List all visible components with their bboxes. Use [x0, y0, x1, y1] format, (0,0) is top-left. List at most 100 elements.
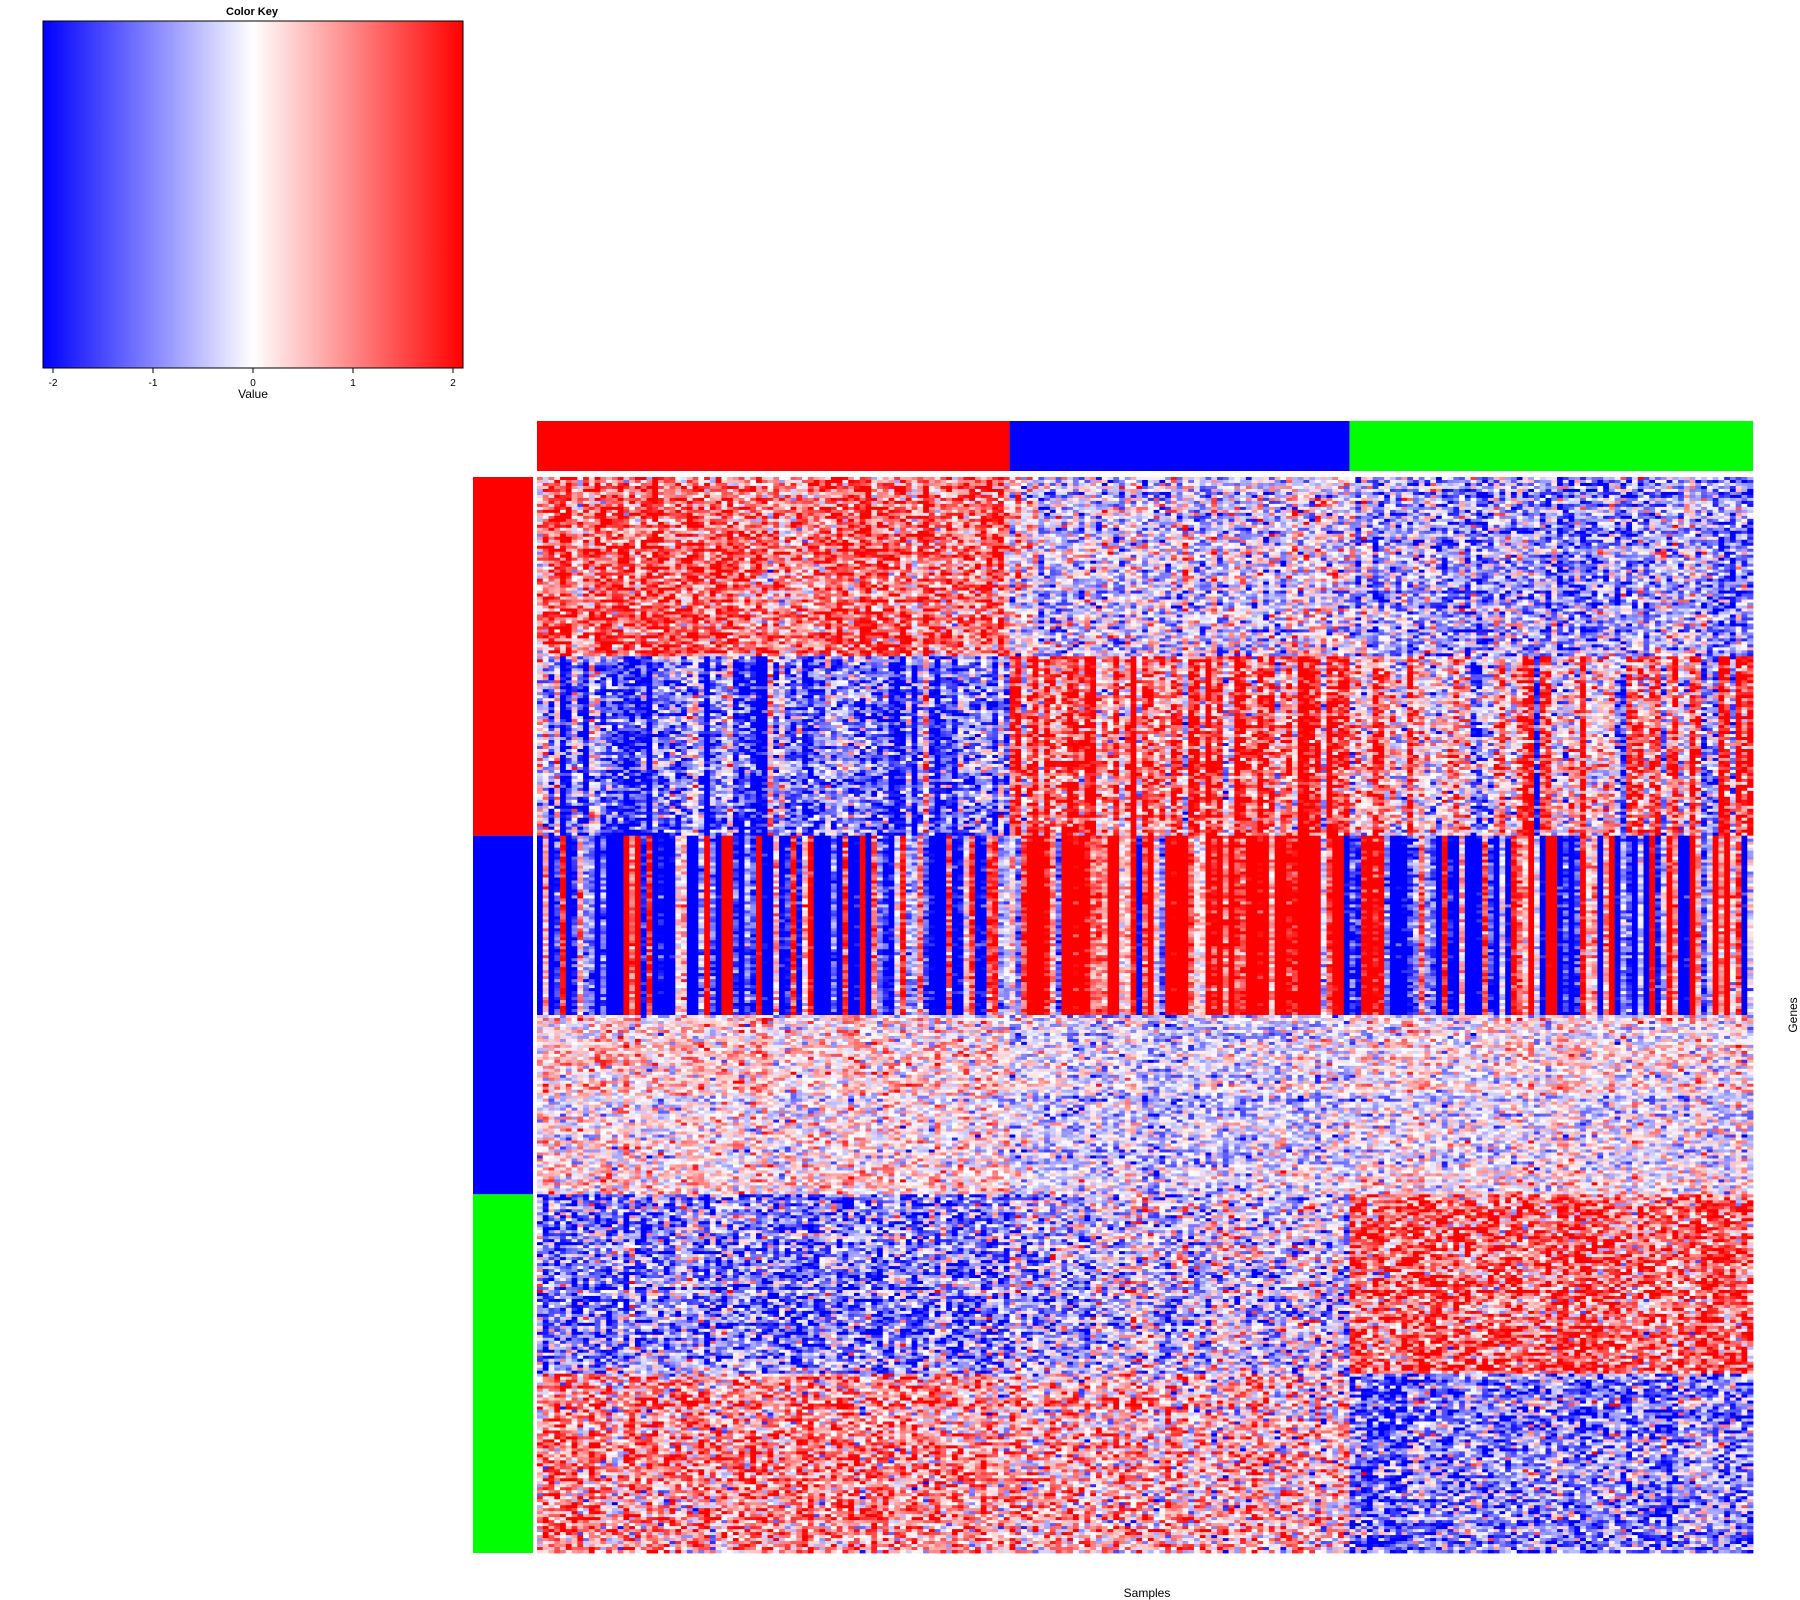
- heatmap-cell: [1407, 480, 1413, 483]
- heatmap-cell: [958, 483, 964, 486]
- heatmap-cell: [1678, 477, 1684, 480]
- heatmap-cell: [848, 480, 854, 483]
- heatmap-cell: [1626, 483, 1632, 486]
- heatmap-cell: [1603, 480, 1609, 483]
- heatmap-cell: [1050, 477, 1056, 480]
- heatmap-cell: [877, 483, 883, 486]
- heatmap-cell: [975, 477, 981, 480]
- heatmap-cell: [623, 486, 629, 489]
- heatmap-cell: [595, 486, 601, 489]
- heatmap-cell: [1430, 483, 1436, 486]
- heatmap-cell: [693, 486, 699, 489]
- column-group-group-3: [1350, 421, 1753, 471]
- heatmap-cell: [744, 480, 750, 483]
- heatmap-cell: [952, 480, 958, 483]
- heatmap-cell: [1569, 480, 1575, 483]
- color-key: Color Key -2 -1 0 1 2 Value: [43, 6, 463, 401]
- heatmap-cell: [716, 483, 722, 486]
- heatmap-cell: [1136, 477, 1142, 480]
- heatmap-cell: [1303, 477, 1309, 480]
- heatmap-cell: [583, 486, 589, 489]
- heatmap-cell: [577, 480, 583, 483]
- heatmap-cell: [1067, 477, 1073, 480]
- heatmap-cell: [750, 483, 756, 486]
- heatmap-cell: [1125, 483, 1131, 486]
- heatmap-cell: [865, 483, 871, 486]
- heatmap-cell: [992, 480, 998, 483]
- heatmap-cell: [946, 483, 952, 486]
- heatmap-cell: [1741, 480, 1747, 483]
- heatmap-cell: [940, 483, 946, 486]
- heatmap-cell: [1672, 480, 1678, 483]
- heatmap-cell: [733, 477, 739, 480]
- heatmap-cell: [1257, 483, 1263, 486]
- heatmap-cell: [1488, 483, 1494, 486]
- heatmap-cell: [698, 477, 704, 480]
- heatmap-cell: [1632, 483, 1638, 486]
- heatmap-cell: [1425, 477, 1431, 480]
- heatmap-cell: [1494, 483, 1500, 486]
- heatmap-cell: [802, 477, 808, 480]
- heatmap-cell: [912, 477, 918, 480]
- heatmap-cell: [1574, 483, 1580, 486]
- heatmap-cell: [1355, 483, 1361, 486]
- heatmap-cell: [877, 477, 883, 480]
- heatmap-cell: [756, 480, 762, 483]
- heatmap-cell: [1482, 483, 1488, 486]
- heatmap-cell: [952, 483, 958, 486]
- heatmap-cell: [1269, 480, 1275, 483]
- heatmap-cell: [1015, 480, 1021, 483]
- heatmap-cell: [554, 477, 560, 480]
- heatmap-cell: [1528, 483, 1534, 486]
- heatmap-cell: [1396, 477, 1402, 480]
- heatmap-cell: [1269, 477, 1275, 480]
- heatmap-cell: [1067, 483, 1073, 486]
- heatmap-cell: [1390, 477, 1396, 480]
- heatmap-cell: [906, 477, 912, 480]
- heatmap-cell: [1188, 483, 1194, 486]
- heatmap-cell: [577, 483, 583, 486]
- heatmap-cell: [1713, 480, 1719, 483]
- heatmap-cell: [1494, 477, 1500, 480]
- heatmap-cell: [1050, 480, 1056, 483]
- heatmap-cell: [1546, 477, 1552, 480]
- heatmap-cell: [825, 483, 831, 486]
- heatmap-cell: [987, 477, 993, 480]
- heatmap-cell: [1182, 477, 1188, 480]
- heatmap-cell: [998, 483, 1004, 486]
- heatmap-cell: [1257, 480, 1263, 483]
- heatmap-cell: [975, 483, 981, 486]
- heatmap-cell: [1620, 483, 1626, 486]
- heatmap-cell: [589, 477, 595, 480]
- heatmap-cell: [618, 483, 624, 486]
- heatmap-cell: [1223, 477, 1229, 480]
- heatmap-cell: [687, 486, 693, 489]
- heatmap-cell: [1615, 477, 1621, 480]
- heatmap-cell: [906, 480, 912, 483]
- heatmap-cell: [606, 483, 612, 486]
- heatmap-cell: [1263, 477, 1269, 480]
- heatmap-cell: [1557, 477, 1563, 480]
- heatmap-cell: [1338, 477, 1344, 480]
- heatmap-cell: [1338, 480, 1344, 483]
- heatmap-cell: [854, 477, 860, 480]
- heatmap-cell: [900, 483, 906, 486]
- heatmap-cell: [1730, 483, 1736, 486]
- heatmap-cell: [1476, 477, 1482, 480]
- heatmap-cell: [1148, 483, 1154, 486]
- heatmap-cell: [1373, 477, 1379, 480]
- heatmap-cell: [917, 480, 923, 483]
- heatmap-cell: [1718, 483, 1724, 486]
- heatmap-cell: [739, 483, 745, 486]
- heatmap-cell: [1586, 477, 1592, 480]
- heatmap-cell: [906, 483, 912, 486]
- heatmap-cell: [1073, 477, 1079, 480]
- heatmap-cell: [1384, 480, 1390, 483]
- heatmap-cell: [681, 480, 687, 483]
- heatmap-cell: [652, 486, 658, 489]
- heatmap-cell: [739, 480, 745, 483]
- heatmap-cell: [1695, 477, 1701, 480]
- heatmap-cell: [710, 477, 716, 480]
- heatmap-cell: [1246, 477, 1252, 480]
- heatmap-cell: [721, 483, 727, 486]
